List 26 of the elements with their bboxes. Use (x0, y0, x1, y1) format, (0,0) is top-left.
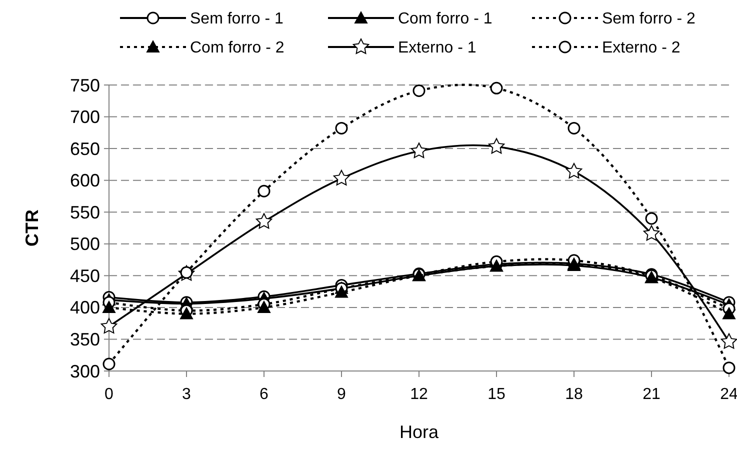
y-tick-label: 350 (70, 330, 100, 350)
x-tick-label: 21 (642, 386, 660, 403)
x-tick-label: 6 (260, 386, 269, 403)
y-tick-label: 300 (70, 361, 100, 382)
x-tick-label: 18 (565, 386, 583, 403)
x-tick-label: 15 (488, 386, 506, 403)
x-tick-label: 3 (182, 386, 192, 403)
y-tick-label: 600 (70, 170, 100, 191)
y-tick-label: 400 (70, 298, 100, 318)
legend-label: Com forro - 2 (190, 40, 284, 57)
legend-label: Com forro - 1 (398, 10, 492, 28)
legend-label: Sem forro - 2 (602, 10, 696, 28)
x-tick-label: 0 (104, 386, 114, 403)
legend-label: Externo - 1 (398, 40, 476, 57)
legend-label: Externo - 2 (602, 40, 680, 57)
y-tick-label: 500 (70, 234, 100, 254)
legend-label: Sem forro - 1 (190, 10, 284, 28)
y-tick-label: 700 (70, 107, 100, 128)
x-tick-label: 9 (337, 386, 346, 403)
y-tick-label: 550 (70, 202, 100, 222)
x-tick-label: 12 (410, 386, 428, 403)
y-axis-title: CTR (22, 210, 42, 246)
x-axis-title: Hora (399, 422, 440, 442)
y-tick-label: 750 (70, 75, 100, 96)
y-tick-label: 650 (70, 138, 100, 159)
y-tick-label: 450 (70, 266, 100, 286)
